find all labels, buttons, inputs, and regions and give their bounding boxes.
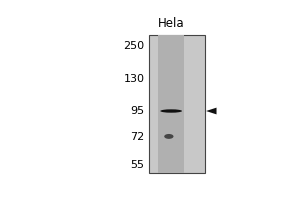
Ellipse shape	[160, 109, 182, 113]
Text: Hela: Hela	[158, 17, 184, 30]
Text: 130: 130	[124, 74, 145, 84]
Bar	[149, 35, 205, 173]
Text: 250: 250	[123, 41, 145, 51]
Ellipse shape	[164, 134, 173, 139]
Text: 95: 95	[130, 106, 145, 116]
Text: 72: 72	[130, 132, 145, 142]
Bar	[158, 35, 184, 173]
Polygon shape	[206, 108, 217, 114]
Text: 55: 55	[130, 160, 145, 170]
